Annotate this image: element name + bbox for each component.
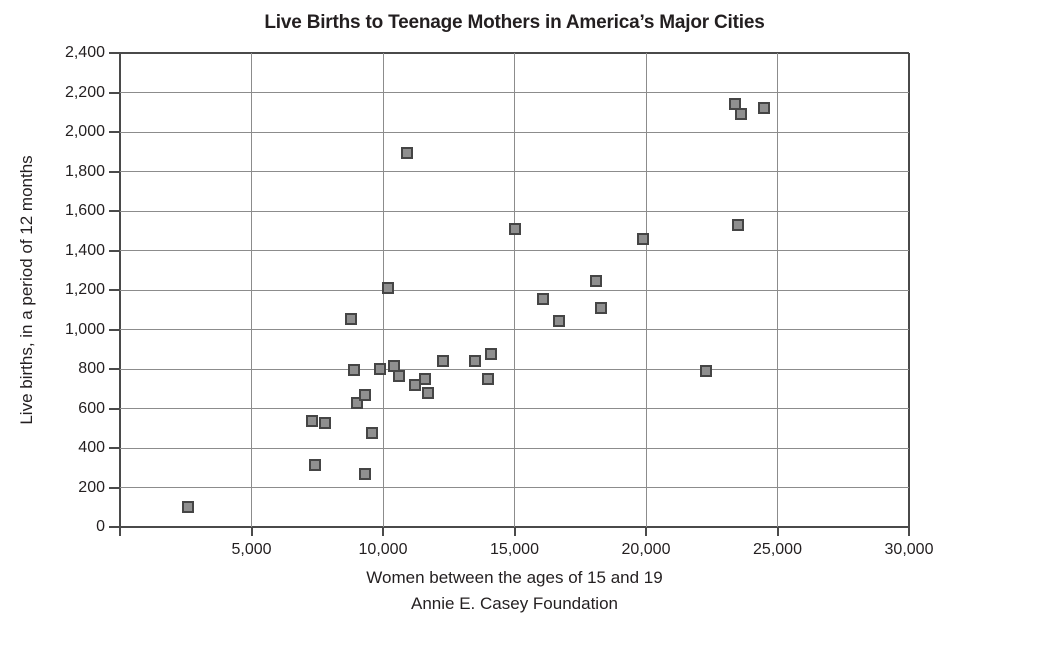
data-point: [482, 372, 495, 385]
x-axis-source-label: Annie E. Casey Foundation: [411, 594, 618, 613]
gridline-vertical: [645, 53, 647, 527]
y-tick-mark: [109, 91, 120, 94]
data-point: [308, 458, 321, 471]
x-tick-mark: [250, 527, 253, 536]
y-tick-label: 600: [78, 399, 105, 417]
y-tick-mark: [109, 210, 120, 212]
data-point: [348, 363, 361, 376]
x-tick-label: 30,000: [884, 541, 934, 558]
data-point: [366, 427, 379, 440]
y-tick-label: 2,000: [64, 123, 105, 140]
x-tick-mark: [776, 527, 779, 536]
x-tick-mark: [645, 527, 647, 536]
data-point: [734, 108, 747, 121]
data-point: [637, 232, 650, 245]
data-point: [374, 363, 387, 375]
y-tick-mark: [109, 526, 120, 528]
data-point: [400, 146, 413, 159]
x-tick-label: 20,000: [621, 541, 671, 558]
y-tick-mark: [109, 249, 120, 252]
data-point: [508, 222, 521, 235]
data-point: [732, 218, 745, 231]
y-tick-mark: [109, 447, 120, 449]
x-tick-mark: [513, 527, 516, 536]
y-axis-title: Live births, in a period of 12 months: [17, 155, 36, 425]
y-tick-mark: [109, 170, 120, 173]
x-tick-mark: [119, 527, 121, 536]
y-tick-label: 1,400: [64, 241, 105, 259]
data-point: [305, 415, 318, 428]
y-tick-label: 200: [78, 478, 105, 496]
data-point: [484, 348, 497, 361]
chart-title: Live Births to Teenage Mothers in Americ…: [264, 12, 765, 33]
gridline-vertical: [777, 53, 778, 527]
y-tick-mark: [109, 486, 120, 489]
y-tick-label: 2,200: [64, 83, 105, 101]
x-tick-mark: [908, 527, 910, 536]
y-tick-label: 1,600: [64, 202, 105, 219]
data-point: [537, 292, 550, 305]
gridline-vertical: [251, 53, 252, 527]
data-point: [345, 312, 358, 325]
data-point: [319, 417, 332, 430]
data-point: [590, 275, 603, 288]
data-point: [437, 355, 450, 368]
y-tick-label: 0: [96, 518, 105, 535]
data-point: [553, 314, 566, 327]
plot-border-right: [908, 53, 910, 527]
y-tick-label: 2,400: [64, 44, 105, 61]
data-point: [700, 364, 713, 377]
data-point: [595, 301, 608, 314]
data-point: [358, 388, 371, 401]
data-point: [421, 386, 434, 399]
x-axis-title: Women between the ages of 15 and 19: [366, 568, 663, 587]
y-tick-mark: [109, 289, 120, 291]
data-point: [419, 372, 432, 385]
x-tick-label: 25,000: [753, 541, 802, 558]
y-tick-label: 1,800: [64, 162, 105, 180]
x-tick-mark: [382, 527, 384, 536]
y-tick-label: 1,000: [64, 320, 105, 338]
x-tick-label: 5,000: [231, 541, 272, 558]
data-point: [358, 467, 371, 480]
data-point: [758, 102, 771, 115]
y-tick-mark: [109, 407, 120, 410]
y-tick-mark: [109, 52, 120, 54]
data-point: [382, 282, 395, 295]
y-tick-mark: [109, 131, 120, 133]
data-point: [469, 355, 482, 368]
y-tick-label: 1,200: [64, 281, 105, 298]
data-point: [392, 369, 405, 382]
y-tick-label: 800: [78, 360, 105, 377]
x-tick-label: 10,000: [358, 541, 408, 558]
data-point: [182, 501, 195, 514]
y-tick-mark: [109, 328, 120, 331]
gridline-vertical: [514, 53, 515, 527]
y-tick-mark: [109, 368, 120, 370]
y-tick-label: 400: [78, 439, 105, 456]
plot-area: 0 200 400 600 800 1,000 1,200 1,400 1,600 1,800 2,…: [65, 44, 934, 558]
x-tick-label: 15,000: [490, 541, 539, 558]
